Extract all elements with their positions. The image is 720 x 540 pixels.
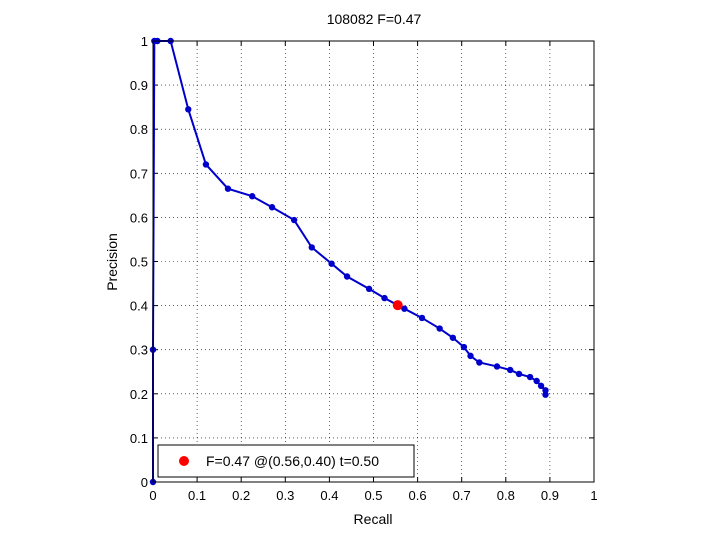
chart-title: 108082 F=0.47: [327, 11, 422, 27]
y-tick-label: 0.3: [130, 343, 148, 358]
x-tick-label: 0.4: [320, 488, 338, 503]
data-point: [436, 325, 443, 332]
data-point: [449, 334, 457, 341]
data-point: [418, 314, 426, 322]
x-tick-label: 0.7: [453, 488, 471, 503]
series-layer: [149, 37, 549, 486]
x-tick-label: 0.9: [541, 488, 559, 503]
x-tick-label: 0.2: [232, 488, 250, 503]
y-tick-label: 0.2: [130, 387, 148, 402]
data-point: [533, 377, 540, 385]
x-tick-label: 0.5: [364, 488, 382, 503]
data-point: [476, 359, 483, 366]
data-point: [343, 273, 351, 280]
x-tick-label: 0.6: [409, 488, 427, 503]
y-tick-label: 0.6: [130, 210, 148, 225]
y-tick-label: 0.7: [130, 166, 148, 181]
x-axis-label: Recall: [354, 511, 393, 527]
y-tick-label: 0.8: [130, 122, 148, 137]
data-point: [268, 204, 276, 211]
data-point: [381, 294, 388, 302]
legend-box: [157, 444, 415, 478]
f-measure-point: [392, 300, 403, 311]
x-tick-label: 0.3: [276, 488, 294, 503]
y-tick-label: 0.1: [130, 431, 148, 446]
x-tick-labels: 0 0.1 0.2 0.3 0.4 0.5 0.6 0.7 0.8 0.9 1: [149, 488, 597, 503]
grid-lines: [152, 40, 595, 483]
y-tick-labels: 0 0.1 0.2 0.3 0.4 0.5 0.6 0.7 0.8 0.9 1: [130, 34, 148, 490]
x-tick-label: 0: [149, 488, 156, 503]
data-point: [185, 106, 192, 113]
y-tick-label: 1: [141, 34, 148, 49]
x-tick-label: 1: [590, 488, 597, 503]
x-tick-label: 0.8: [497, 488, 515, 503]
data-point: [365, 285, 373, 293]
data-point: [290, 216, 298, 224]
data-point: [493, 363, 501, 370]
data-point: [460, 343, 468, 351]
data-point: [328, 260, 335, 267]
data-point: [515, 370, 523, 378]
data-point: [467, 352, 474, 360]
data-point: [526, 373, 534, 381]
y-tick-label: 0.4: [130, 299, 148, 314]
data-point: [224, 185, 232, 192]
data-point: [401, 305, 408, 312]
legend: F=0.47 @(0.56,0.40) t=0.50: [157, 444, 415, 478]
data-point: [308, 244, 315, 251]
data-point: [542, 387, 549, 394]
legend-label: F=0.47 @(0.56,0.40) t=0.50: [206, 453, 379, 469]
data-point: [542, 391, 549, 398]
legend-marker: [179, 456, 189, 466]
data-point: [507, 366, 514, 374]
y-tick-label: 0.5: [130, 255, 148, 270]
data-point: [202, 161, 210, 168]
y-tick-label: 0: [141, 475, 148, 490]
plot-area-frame: [152, 40, 595, 483]
y-axis-label: Precision: [104, 233, 120, 291]
x-tick-label: 0.1: [188, 488, 206, 503]
data-point: [537, 382, 545, 390]
y-tick-label: 0.9: [130, 78, 148, 93]
data-point: [249, 193, 256, 200]
